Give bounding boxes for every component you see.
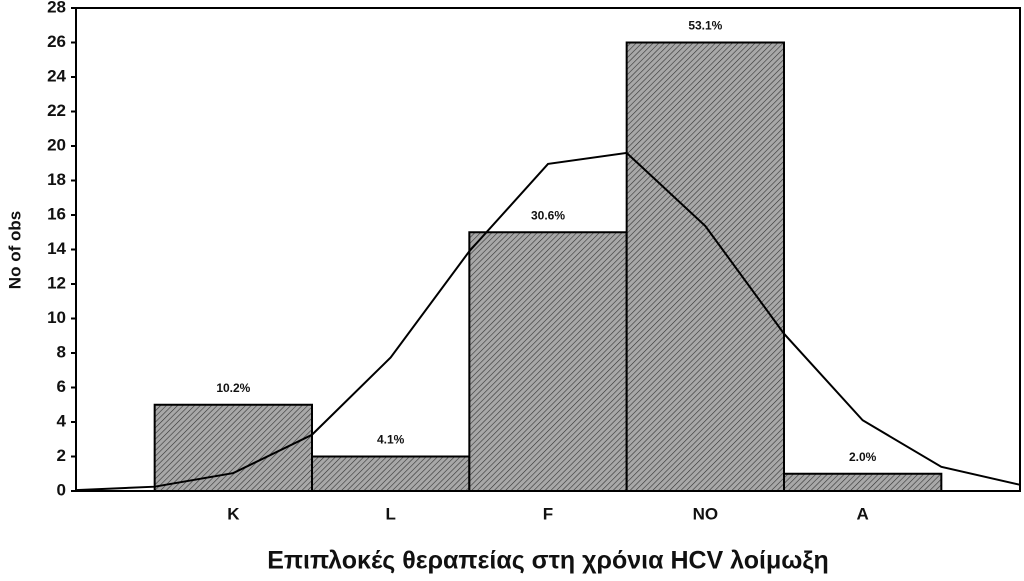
bar	[625, 41, 786, 492]
bar	[153, 403, 313, 492]
y-tick-label: 8	[57, 342, 66, 361]
x-tick-label: K	[227, 504, 240, 523]
y-tick-label: 10	[47, 308, 66, 327]
y-tick-label: 20	[47, 135, 66, 154]
value-label: 10.2%	[216, 381, 250, 395]
y-tick-label: 14	[47, 239, 66, 258]
x-tick-label: F	[543, 504, 553, 523]
plot-frame	[75, 7, 1021, 492]
value-label: 4.1%	[377, 433, 405, 447]
y-tick-label: 28	[47, 0, 66, 16]
bar	[468, 231, 628, 492]
x-tick-label: L	[385, 504, 395, 523]
value-label: 30.6%	[531, 208, 565, 222]
bar	[311, 455, 471, 492]
y-tick-label: 18	[47, 170, 66, 189]
value-label: 53.1%	[688, 19, 722, 33]
y-tick-label: 0	[57, 480, 66, 499]
bar	[783, 472, 943, 492]
fitted-curve	[75, 151, 1021, 492]
y-tick-label: 22	[47, 101, 66, 120]
y-tick-label: 6	[57, 377, 66, 396]
x-tick-label: A	[857, 504, 869, 523]
y-tick-label: 16	[47, 204, 66, 223]
y-axis-label: No of obs	[5, 211, 24, 289]
y-tick-label: 26	[47, 32, 66, 51]
chart-title: Επιπλοκές θεραπείας στη χρόνια HCV λοίμω…	[267, 547, 829, 575]
value-label: 2.0%	[849, 450, 877, 464]
y-tick-label: 24	[47, 66, 66, 85]
y-tick-label: 4	[57, 411, 67, 430]
x-tick-label: NO	[693, 504, 719, 523]
y-tick-label: 12	[47, 273, 66, 292]
y-tick-label: 2	[57, 446, 66, 465]
